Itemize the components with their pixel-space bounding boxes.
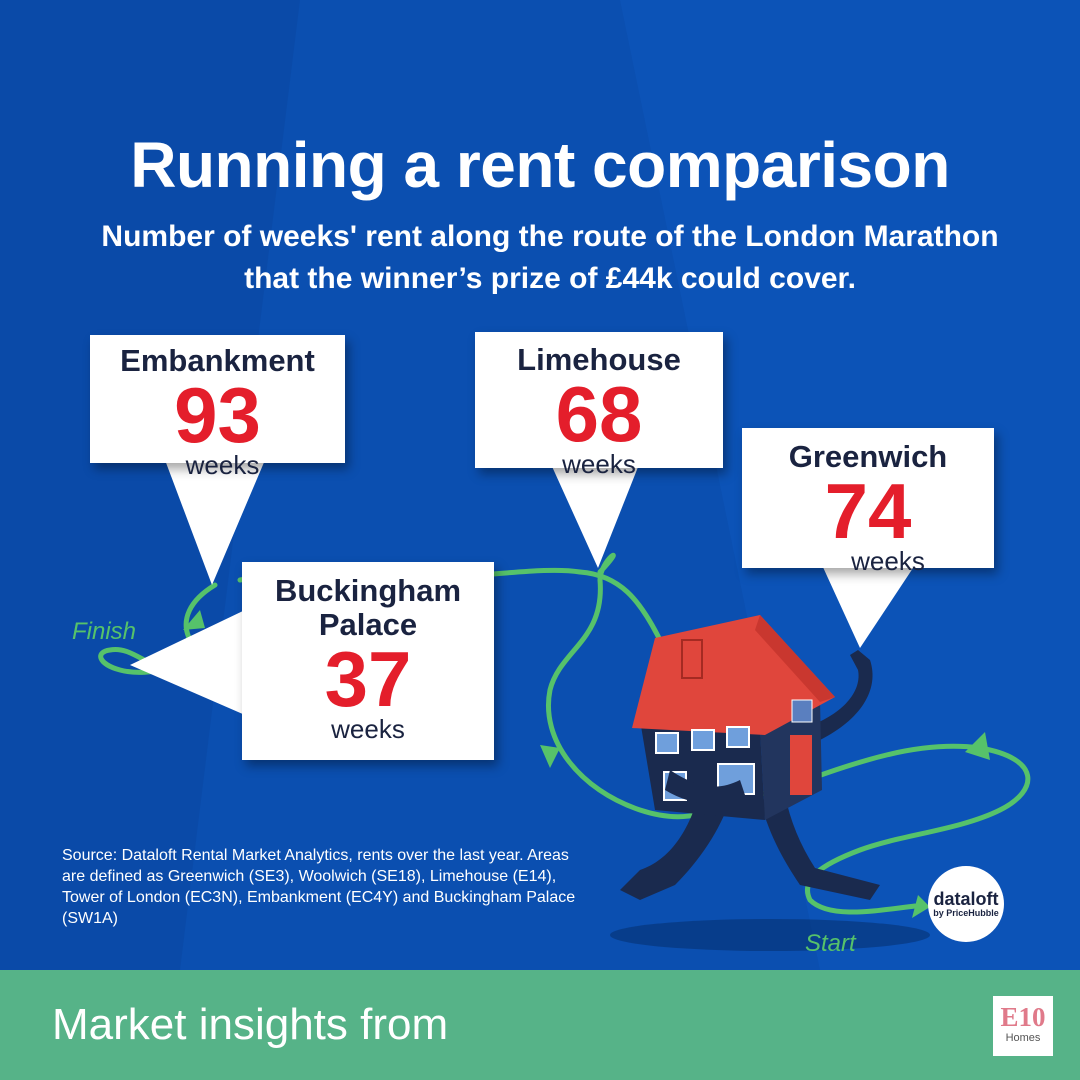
callout-weeks-unit: weeks: [851, 546, 925, 576]
callout-weeks-number: 74: [824, 467, 912, 555]
callout-weeks-number: 68: [555, 370, 643, 458]
callout-weeks-number: 37: [324, 635, 412, 723]
infographic-canvas: Running a rent comparison Number of week…: [62, 129, 1031, 957]
start-label: Start: [805, 930, 856, 957]
limehouse-pointer: [550, 462, 640, 568]
callout-weeks-unit: weeks: [185, 450, 260, 480]
embankment-pointer: [165, 460, 265, 585]
dataloft-logo-sub: by PriceHubble: [933, 908, 999, 918]
callout-buckingham-palace: Buckingham Palace 37 weeks: [242, 562, 494, 760]
footer-bar: Market insights from: [0, 970, 1080, 1080]
dataloft-logo: dataloft by PriceHubble: [928, 866, 1004, 942]
callout-limehouse: Limehouse 68 weeks: [475, 332, 723, 477]
callout-place: Limehouse: [517, 342, 681, 377]
callout-place: Greenwich: [788, 439, 948, 474]
finish-label: Finish: [72, 618, 137, 645]
e10-logo-sub: Homes: [1005, 1032, 1041, 1044]
callout-weeks-number: 93: [174, 371, 261, 459]
buckingham-pointer: [130, 610, 245, 715]
dataloft-logo-name: dataloft: [933, 889, 999, 909]
footer-text: Market insights from: [52, 1000, 449, 1049]
greenwich-pointer: [822, 565, 915, 648]
page-subtitle: Number of weeks' rent along the route of…: [101, 220, 999, 295]
source-note: Source: Dataloft Rental Market Analytics…: [62, 847, 576, 927]
page-title: Running a rent comparison: [130, 129, 950, 201]
running-house-icon: [620, 615, 880, 900]
e10-homes-logo: E10 Homes: [993, 996, 1053, 1056]
e10-logo-mark: E10: [1000, 1002, 1046, 1032]
callout-embankment: Embankment 93 weeks: [90, 335, 345, 478]
callout-greenwich: Greenwich 74 weeks: [742, 428, 994, 574]
callout-weeks-unit: weeks: [331, 714, 405, 744]
callout-place: Buckingham Palace: [274, 573, 462, 642]
callout-weeks-unit: weeks: [562, 449, 636, 479]
callout-place: Embankment: [120, 343, 315, 378]
